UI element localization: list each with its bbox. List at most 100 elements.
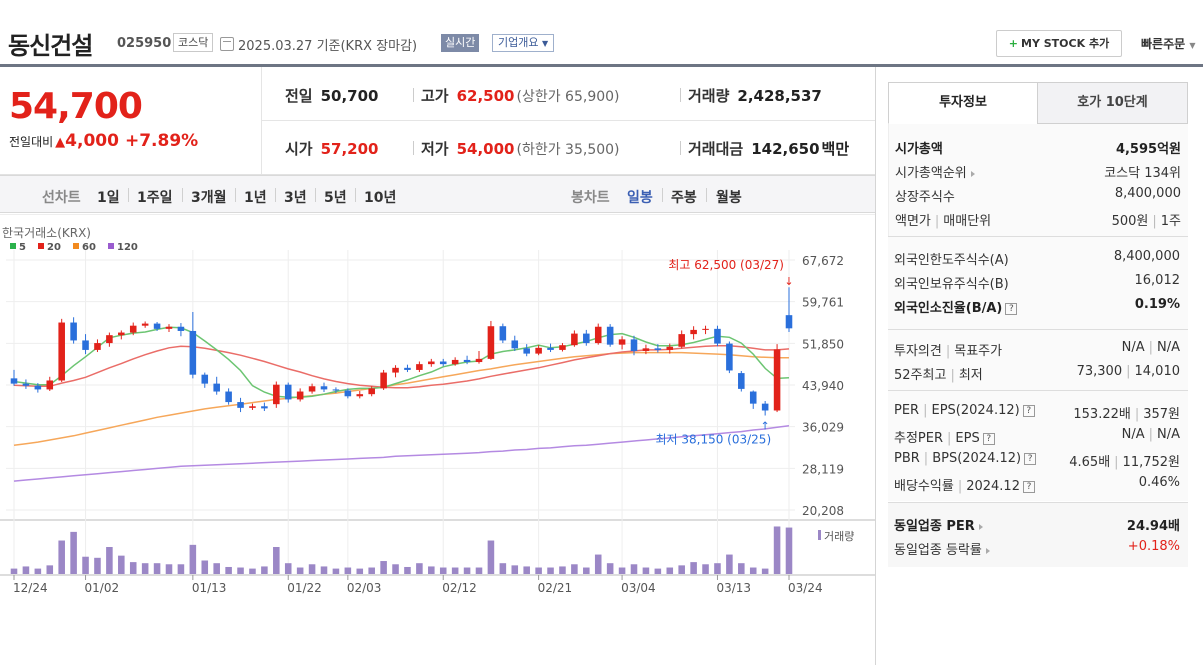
volume-label: 거래량 — [688, 87, 730, 105]
candle-body — [380, 372, 387, 389]
per-row: PER | EPS(2024.12)? 153.22배 | 357원 — [894, 403, 1180, 422]
candle-body — [428, 361, 435, 365]
company-info-button[interactable]: 기업개요 ▼ — [492, 34, 555, 52]
foreign-hold-row: 외국인보유주식수(B) 16,012 — [894, 273, 1180, 293]
industry-rate-row[interactable]: 동일업종 등락률 +0.18% — [894, 539, 1180, 559]
tab-1w[interactable]: 1주일 — [137, 190, 173, 206]
tab-order-book[interactable]: 호가 10단계 — [1037, 82, 1188, 124]
candle-body — [475, 358, 483, 363]
tab-invest-info[interactable]: 투자정보 — [888, 82, 1038, 124]
lower-limit: (하한가 35,500) — [516, 142, 620, 158]
volume-bar — [153, 563, 161, 574]
stock-name: 동신건설 — [8, 32, 93, 60]
volume-bar — [499, 563, 507, 574]
tab-5y[interactable]: 5년 — [324, 190, 347, 206]
volume-bar — [594, 554, 602, 574]
candle-body — [761, 403, 769, 411]
x-tick-label: 03/13 — [716, 581, 751, 594]
volume-bar — [547, 567, 554, 574]
tab-3y[interactable]: 3년 — [284, 190, 307, 206]
chart-source-label: 한국거래소(KRX) — [2, 226, 91, 240]
candle-body — [642, 348, 650, 351]
candle-body — [332, 389, 340, 391]
candle-body — [487, 326, 495, 359]
candle-body — [94, 343, 101, 350]
volume-bar — [666, 567, 674, 574]
help-icon[interactable]: ? — [1022, 404, 1035, 417]
legend-label: 20 — [47, 242, 61, 253]
candle-body — [571, 333, 578, 346]
legend-swatch — [73, 243, 79, 249]
min-price-label: 최저 38,150 (03/25) — [655, 432, 771, 446]
tab-1d[interactable]: 1일 — [97, 190, 120, 206]
legend-label: 120 — [117, 242, 138, 253]
info-section-valuation: PER | EPS(2024.12)? 153.22배 | 357원 추정PER | EPS?… — [888, 391, 1188, 501]
price-summary — [0, 67, 875, 175]
candle-body — [356, 394, 364, 397]
tab-3m[interactable]: 3개월 — [191, 190, 227, 206]
tab-10y[interactable]: 10년 — [364, 190, 397, 206]
up-arrow-icon: ↑ — [761, 419, 770, 432]
calendar-icon — [220, 37, 234, 51]
w52-row: 52주최고 | 최저 73,300 | 14,010 — [894, 364, 1180, 383]
y-tick-label: 59,761 — [802, 296, 844, 310]
volume-bar — [451, 567, 459, 574]
candle-body — [439, 361, 447, 365]
amount-label: 거래대금 — [688, 140, 744, 158]
volume-bar — [416, 563, 423, 574]
divider — [680, 141, 681, 155]
tab-weekly[interactable]: 주봉 — [671, 190, 697, 206]
volume-bar — [332, 568, 340, 574]
ma-line-ma60 — [13, 351, 789, 447]
divider — [706, 188, 707, 202]
candle-body — [368, 388, 375, 395]
info-section-industry: 동일업종 PER 24.94배 동일업종 등락률 +0.18% — [888, 503, 1188, 567]
candlestick-chart[interactable]: 67,672 59,761 51,850 43,940 36,029 28,119 20,2… — [0, 214, 875, 594]
candle-body — [583, 333, 590, 344]
candle-body — [153, 323, 161, 329]
help-icon[interactable]: ? — [1022, 480, 1035, 493]
candle-body — [177, 326, 185, 331]
tab-daily[interactable]: 일봉 — [627, 190, 653, 206]
foreign-limit-label: 외국인한도주식수(A) — [894, 253, 1009, 268]
market-badge: 코스닥 — [173, 33, 214, 52]
header-divider — [0, 64, 1203, 67]
help-icon[interactable]: ? — [1005, 302, 1018, 315]
candle-body — [654, 348, 662, 350]
tab-1y[interactable]: 1년 — [244, 190, 267, 206]
amount-value: 142,650 — [751, 140, 820, 158]
candle-chart-label[interactable]: 봉차트 — [571, 190, 610, 206]
volume-bar — [368, 567, 375, 574]
help-icon[interactable]: ? — [1024, 452, 1037, 465]
volume-bar — [165, 564, 173, 574]
volume-bar — [261, 566, 268, 574]
price-diff: 전일대비 ▲4,000 +7.89% — [9, 131, 198, 151]
dividend-label: 배당수익률 — [894, 479, 954, 494]
target-value: N/A — [1157, 340, 1180, 355]
candle-body — [22, 383, 30, 386]
chevron-right-icon — [985, 547, 990, 554]
prev-close-value: 50,700 — [320, 87, 379, 105]
candle-body — [273, 384, 280, 405]
tab-monthly[interactable]: 월봉 — [716, 190, 742, 206]
est-eps-value: N/A — [1157, 427, 1180, 442]
est-per-value: N/A — [1121, 427, 1145, 442]
quick-order-button[interactable]: 빠른주문 ▼ — [1141, 35, 1196, 52]
pbr-label: PBR — [894, 451, 920, 466]
market-cap-rank-row[interactable]: 시가총액순위 코스닥 134위 — [895, 162, 1181, 182]
candle-body — [535, 347, 542, 354]
candle-body — [344, 390, 352, 397]
realtime-badge[interactable]: 실시간 — [441, 34, 480, 52]
est-eps-label: EPS — [955, 431, 980, 446]
target-label: 목표주가 — [954, 344, 1003, 359]
line-chart-label[interactable]: 선차트 — [42, 190, 81, 206]
plus-icon: + — [1008, 37, 1019, 50]
legend-label: 5 — [19, 242, 26, 253]
industry-per-row[interactable]: 동일업종 PER 24.94배 — [894, 515, 1180, 535]
candle-body — [404, 367, 411, 370]
help-icon[interactable]: ? — [982, 432, 995, 445]
volume-bar — [630, 564, 638, 574]
my-stock-add-button[interactable]: + MY STOCK 추가 — [996, 30, 1122, 57]
diff-label: 전일대비 — [9, 135, 54, 149]
volume-bar — [392, 564, 399, 574]
